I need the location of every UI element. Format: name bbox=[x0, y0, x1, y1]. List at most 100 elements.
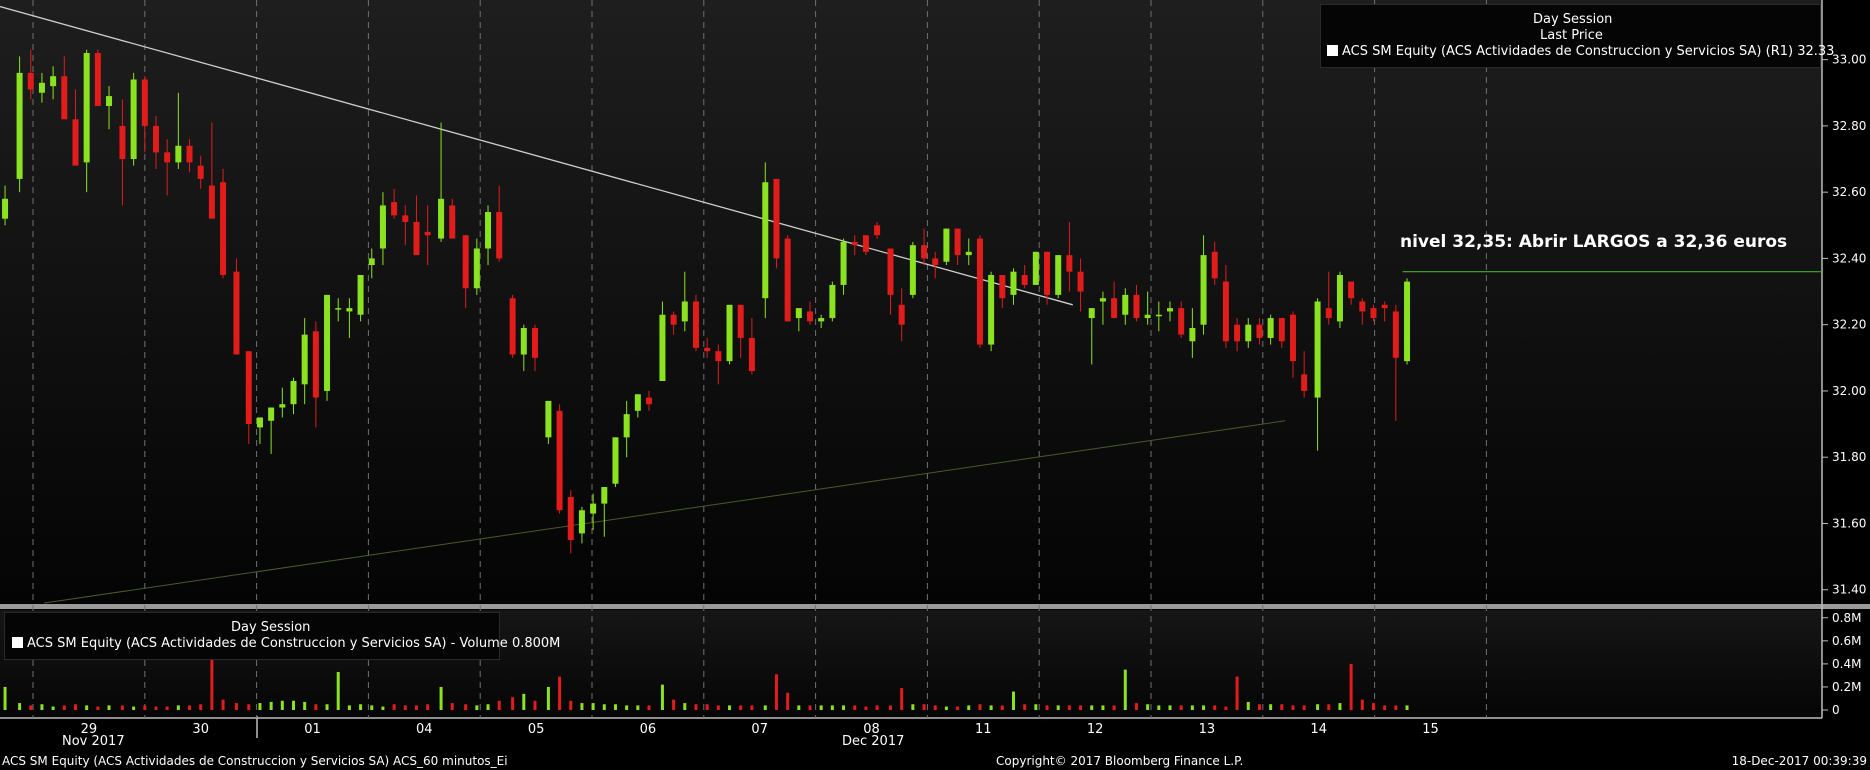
candle-body bbox=[197, 165, 204, 179]
volume-tick-label: 0.4M bbox=[1832, 657, 1861, 671]
volume-bar bbox=[1079, 705, 1083, 710]
candle-body bbox=[634, 394, 641, 411]
candle-body bbox=[449, 205, 456, 239]
candle bbox=[130, 72, 137, 166]
candle-body bbox=[1167, 308, 1174, 312]
candle bbox=[2, 185, 9, 226]
footer-timestamp: 18-Dec-2017 00:39:39 bbox=[1731, 754, 1867, 768]
volume-bar bbox=[591, 703, 595, 710]
volume-bar bbox=[1280, 704, 1284, 710]
candle-body bbox=[509, 298, 516, 355]
candle bbox=[357, 274, 364, 322]
candle bbox=[909, 241, 916, 299]
candle bbox=[186, 139, 193, 173]
volume-bar bbox=[1190, 705, 1194, 710]
day-tick-label: 30 bbox=[192, 722, 209, 737]
candle bbox=[601, 487, 608, 537]
candle bbox=[413, 195, 420, 256]
candle-body bbox=[795, 308, 802, 319]
candle-body bbox=[545, 400, 552, 438]
volume-bar bbox=[1213, 705, 1217, 710]
candle-body bbox=[220, 182, 227, 275]
volume-bar bbox=[944, 706, 948, 710]
volume-bar bbox=[269, 701, 273, 710]
candle-body bbox=[807, 311, 814, 322]
volume-bar bbox=[1146, 704, 1150, 710]
volume-bar bbox=[911, 704, 915, 710]
price-tick-label: 31.80 bbox=[1832, 450, 1866, 464]
candle bbox=[268, 407, 275, 454]
candle-body bbox=[402, 215, 409, 222]
candle bbox=[1021, 265, 1028, 289]
volume-bar bbox=[120, 705, 124, 710]
price-legend: Day Session Last Price ACS SM Equity (AC… bbox=[1320, 4, 1834, 68]
volume-bar bbox=[694, 704, 698, 710]
candle bbox=[1278, 318, 1285, 348]
candle-body bbox=[988, 274, 995, 345]
volume-bar bbox=[247, 704, 251, 710]
candle-body bbox=[612, 437, 619, 484]
candle-body bbox=[1189, 328, 1196, 342]
day-tick-label: 14 bbox=[1310, 722, 1327, 737]
candle bbox=[462, 235, 469, 309]
chart-annotation: nivel 32,35: Abrir LARGOS a 32,36 euros bbox=[1400, 232, 1788, 252]
volume-bar bbox=[683, 703, 687, 710]
candle bbox=[27, 49, 34, 100]
volume-bar bbox=[1394, 705, 1398, 710]
day-tick-label: 13 bbox=[1199, 722, 1216, 737]
day-tick-label: 08 bbox=[863, 722, 880, 737]
candle-body bbox=[2, 198, 9, 219]
volume-bar bbox=[580, 703, 584, 710]
candle-body bbox=[1325, 308, 1332, 319]
volume-bar bbox=[1045, 705, 1049, 710]
candle bbox=[556, 404, 563, 514]
candle bbox=[473, 238, 480, 295]
candle bbox=[50, 66, 57, 100]
candle-body bbox=[106, 96, 113, 107]
volume-bar bbox=[336, 671, 340, 710]
candle bbox=[312, 321, 319, 428]
volume-bar bbox=[511, 697, 515, 710]
candle-body bbox=[851, 241, 858, 246]
volume-legend-session: Day Session bbox=[231, 620, 311, 635]
candle bbox=[1392, 304, 1399, 421]
candle-body bbox=[954, 228, 961, 256]
volume-bar bbox=[258, 703, 262, 710]
volume-bar bbox=[199, 704, 203, 710]
candle bbox=[1133, 284, 1140, 322]
candle-body bbox=[862, 235, 869, 252]
legend-series: ACS SM Equity (ACS Actividades de Constr… bbox=[1327, 44, 1834, 59]
volume-bar bbox=[1112, 705, 1116, 710]
candle-body bbox=[1222, 281, 1229, 342]
candle bbox=[1088, 308, 1095, 365]
volume-bar bbox=[1360, 699, 1364, 710]
candle-body bbox=[932, 258, 939, 266]
volume-bar bbox=[569, 700, 573, 710]
candle-body bbox=[1267, 318, 1274, 338]
candle bbox=[520, 324, 527, 372]
candle bbox=[932, 251, 939, 279]
volume-bar bbox=[647, 705, 651, 710]
candle-body bbox=[438, 198, 445, 239]
volume-bar bbox=[750, 705, 754, 710]
candle-body bbox=[27, 72, 34, 90]
candle bbox=[1055, 255, 1062, 299]
volume-bar bbox=[370, 705, 374, 710]
volume-bar bbox=[464, 704, 468, 710]
volume-bar bbox=[1067, 705, 1071, 710]
candle-body bbox=[909, 245, 916, 295]
candle-body bbox=[1144, 314, 1151, 319]
legend-session: Day Session bbox=[1533, 12, 1613, 27]
candle bbox=[106, 86, 113, 130]
candle bbox=[1267, 314, 1274, 345]
candle-body bbox=[324, 294, 331, 391]
footer-copyright: Copyright© 2017 Bloomberg Finance L.P. bbox=[996, 754, 1244, 768]
candle bbox=[1404, 278, 1411, 365]
volume-tick-label: 0.6M bbox=[1832, 634, 1861, 648]
candle bbox=[646, 390, 653, 411]
candle-body bbox=[726, 304, 733, 362]
candle bbox=[590, 493, 597, 531]
candle bbox=[1359, 298, 1366, 325]
volume-bar bbox=[1383, 705, 1387, 710]
candle-body bbox=[72, 119, 79, 166]
